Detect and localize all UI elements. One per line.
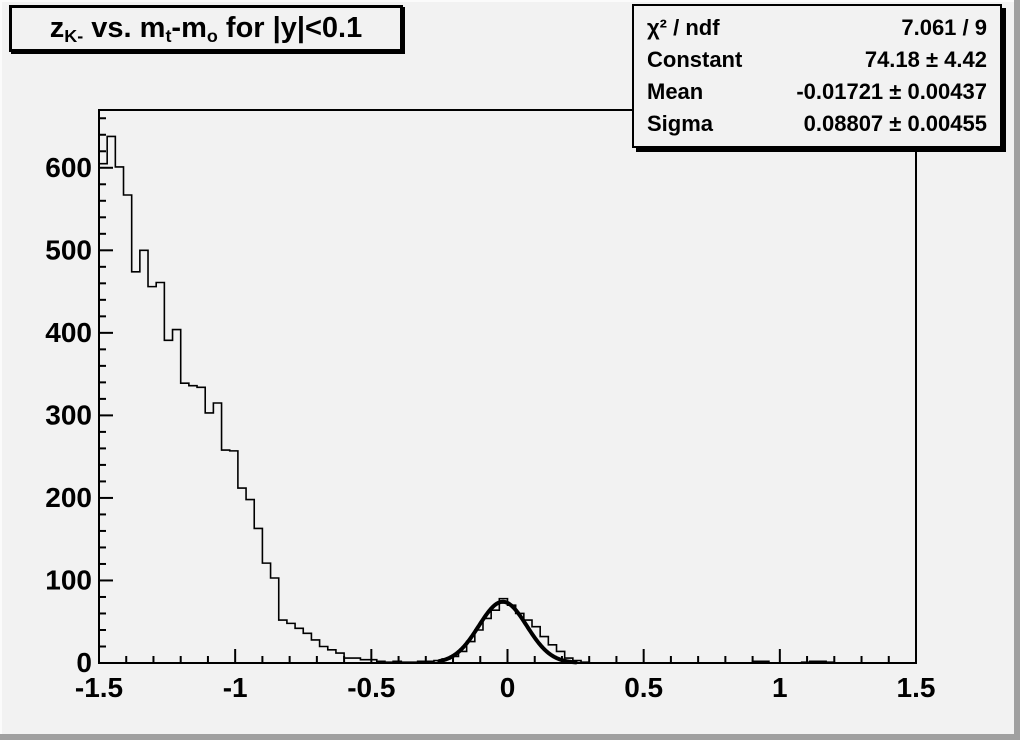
chart-title: zK- vs. mt-mo for |y|<0.1 [49, 12, 363, 47]
y-tick-label: 200 [45, 482, 92, 513]
x-tick-label: -1 [223, 672, 248, 703]
fit-curve [437, 599, 578, 665]
chart-title-subscript: o [206, 26, 218, 47]
chart-title-text: -m [171, 12, 207, 44]
y-tick-label: 100 [45, 564, 92, 595]
fit-stats-box: χ² / ndf 7.061 / 9 Constant 74.18 ± 4.42… [632, 4, 1002, 148]
x-tick-label: -1.5 [75, 672, 123, 703]
stats-label-constant: Constant [647, 47, 743, 72]
x-tick-label: -0.5 [347, 672, 395, 703]
y-tick-label: 500 [45, 234, 92, 265]
y-tick-label: 400 [45, 317, 92, 348]
stats-row-constant: Constant 74.18 ± 4.42 [634, 47, 1000, 73]
stats-label-sigma: Sigma [647, 111, 714, 136]
plot-frame [98, 109, 917, 664]
stats-value-constant: 74.18 ± 4.42 [864, 47, 987, 72]
chart-title-subscript: K- [64, 26, 84, 47]
stats-value-sigma: 0.08807 ± 0.00455 [803, 111, 987, 136]
stats-row-chi2: χ² / ndf 7.061 / 9 [634, 15, 1000, 41]
chart-title-box: zK- vs. mt-mo for |y|<0.1 [9, 5, 403, 52]
y-tick-label: 600 [45, 152, 92, 183]
axis-labels: -1.5 -1 -0.5 0 0.5 1 1.5 0 100 200 300 400 500 600 [45, 152, 935, 703]
stats-row-sigma: Sigma 0.08807 ± 0.00455 [634, 111, 1000, 137]
x-tick-label: 0 [500, 672, 516, 703]
stats-label-mean: Mean [647, 79, 704, 104]
x-tick-label: 0.5 [624, 672, 663, 703]
stats-value-chi2: 7.061 / 9 [901, 15, 987, 40]
x-tick-label: 1 [772, 672, 788, 703]
chart-title-subscript: t [165, 26, 172, 47]
chart-title-text: vs. m [83, 12, 166, 44]
x-tick-label: 1.5 [897, 672, 936, 703]
chart-title-text: for |y|<0.1 [217, 12, 363, 44]
y-tick-label: 0 [76, 647, 92, 678]
stats-value-mean: -0.01721 ± 0.00437 [796, 79, 987, 104]
y-tick-label: 300 [45, 399, 92, 430]
stats-label-chi2: χ² / ndf [647, 15, 720, 40]
axis-ticks [98, 117, 917, 664]
stats-row-mean: Mean -0.01721 ± 0.00437 [634, 79, 1000, 105]
histogram-outline [98, 135, 916, 664]
chart-title-text: z [49, 12, 65, 44]
